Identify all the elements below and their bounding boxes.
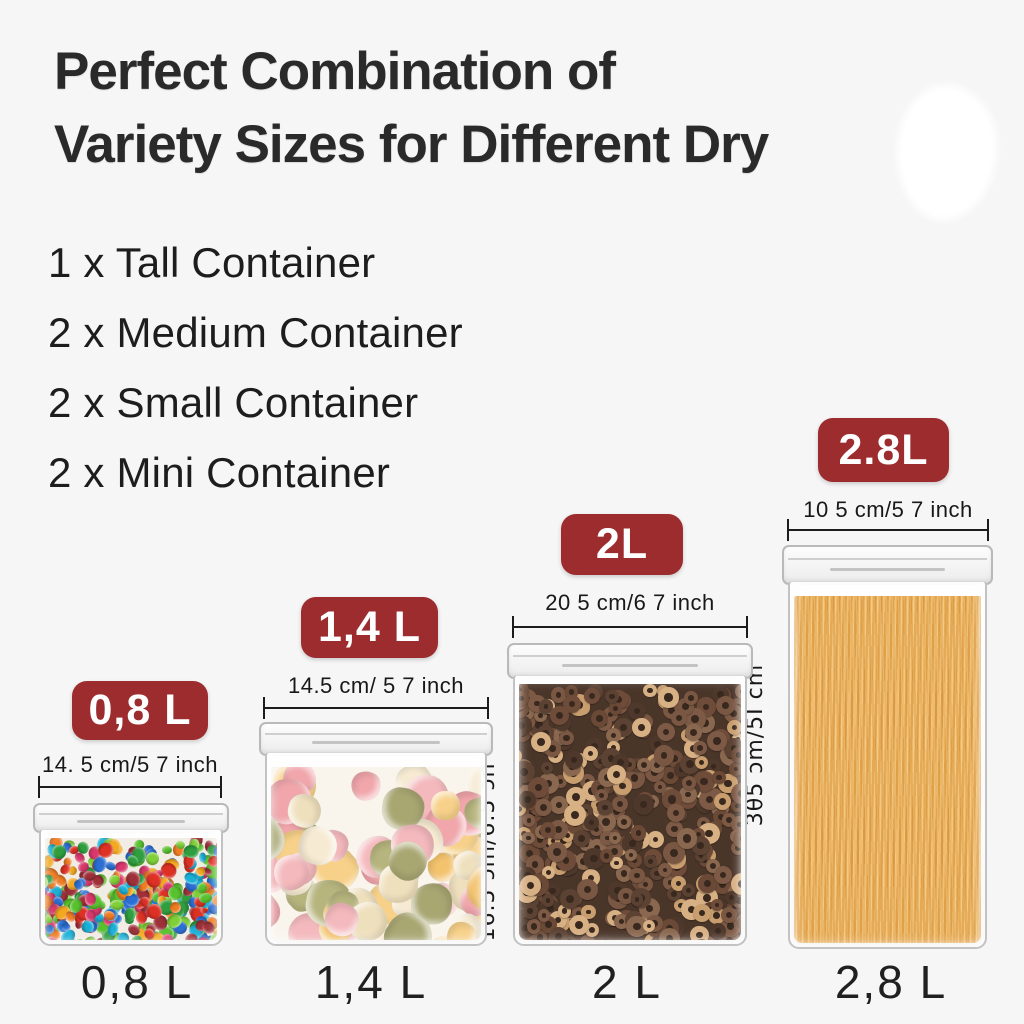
container-medium — [507, 643, 753, 946]
width-measurement-medium: 20 5 cm/6 7 inch — [545, 590, 715, 615]
container-body — [265, 752, 487, 946]
list-item-mini-container: 2 x Mini Container — [48, 449, 391, 496]
title-line-2: Variety Sizes for Different Dry — [54, 114, 769, 174]
container-body — [39, 829, 223, 946]
list-item-tall-container: 1 x Tall Container — [48, 239, 376, 286]
measurement-arrow-mini — [38, 776, 222, 798]
size-label-medium: 2 L — [592, 956, 662, 1008]
size-label-tall: 2,8 L — [834, 956, 948, 1008]
measurement-arrow-medium — [512, 616, 748, 638]
capacity-badge-mini: 0,8 L — [72, 681, 208, 740]
background-highlight-blob — [897, 85, 997, 220]
container-lid — [782, 545, 993, 585]
capacity-badge-medium: 2L — [561, 514, 683, 575]
capacity-badge-tall: 2.8L — [818, 418, 949, 482]
title-line-1: Perfect Combination of — [54, 42, 616, 101]
marshmallow-contents — [271, 767, 481, 940]
spaghetti-contents — [794, 596, 981, 943]
container-body — [788, 581, 987, 949]
container-small — [259, 722, 493, 946]
measurement-arrow-small — [263, 697, 489, 719]
container-lid — [259, 722, 493, 756]
list-item-small-container: 2 x Small Container — [48, 379, 419, 426]
width-measurement-small: 14.5 cm/ 5 7 inch — [287, 673, 465, 698]
width-measurement-mini: 14. 5 cm/5 7 inch — [41, 752, 219, 777]
container-lid — [507, 643, 753, 679]
capacity-badge-small: 1,4 L — [301, 597, 438, 658]
container-body — [513, 675, 747, 946]
rainbow-candy-contents — [45, 838, 217, 940]
width-measurement-tall: 10 5 cm/5 7 inch — [803, 497, 973, 522]
container-tall — [782, 545, 993, 949]
measurement-arrow-tall — [787, 519, 989, 541]
cereal-contents — [519, 684, 741, 940]
size-label-small: 1,4 L — [314, 956, 428, 1008]
page-title: Perfect Combination of Variety Sizes for… — [54, 36, 954, 181]
size-label-mini: 0,8 L — [80, 956, 194, 1008]
container-mini — [33, 803, 229, 946]
list-item-medium-container: 2 x Medium Container — [48, 309, 463, 356]
